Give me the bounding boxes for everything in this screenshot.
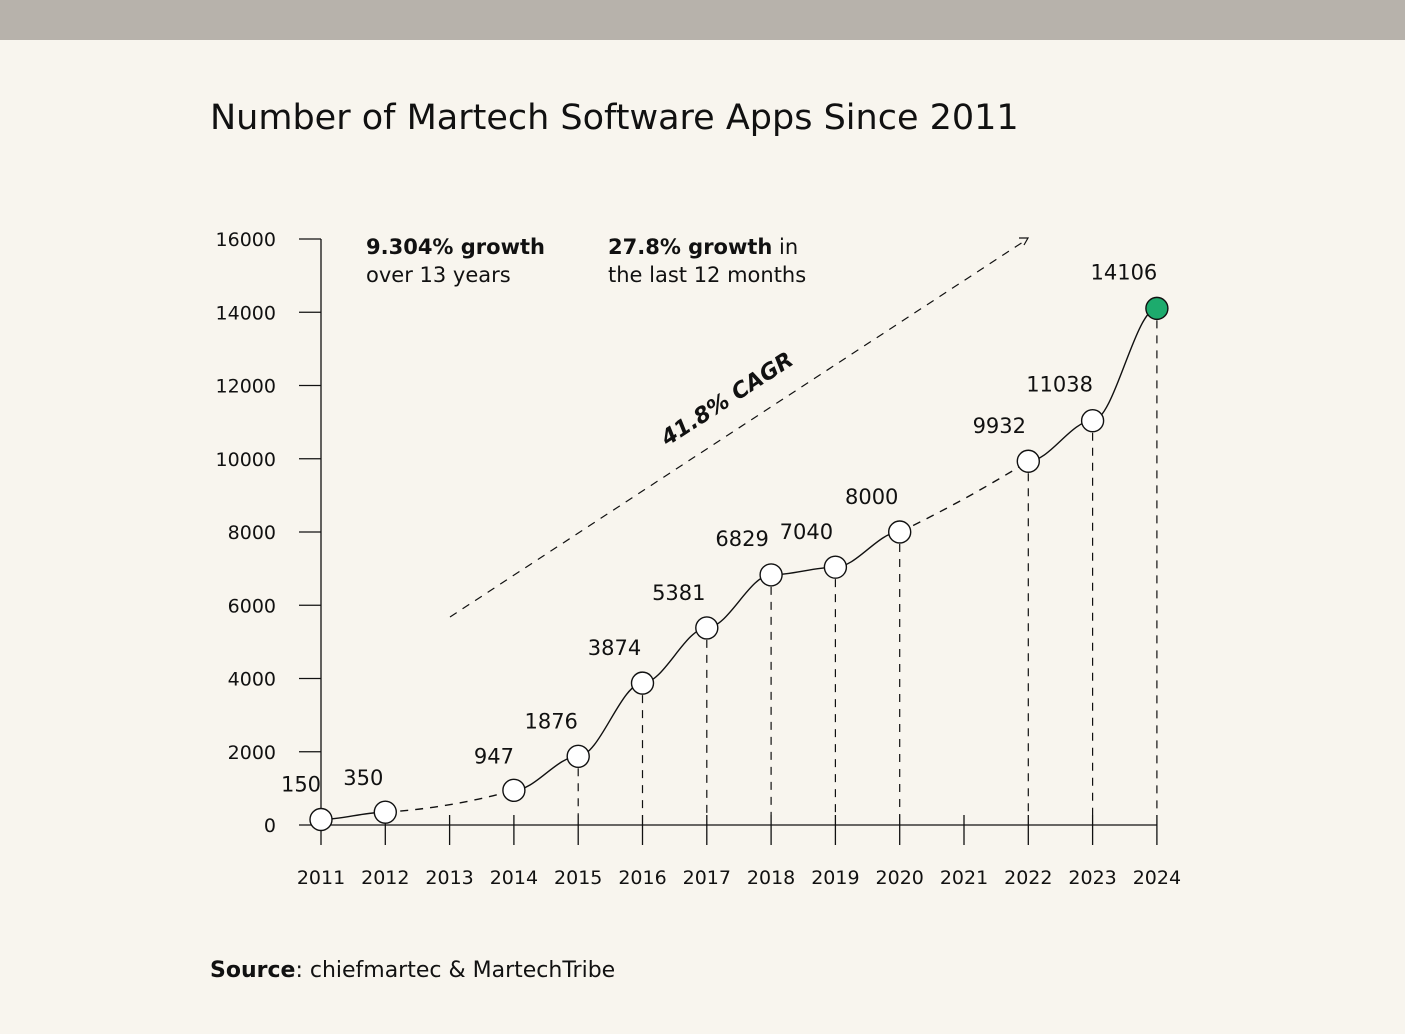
source-label: Source [210, 958, 296, 983]
x-tick-label: 2022 [1004, 867, 1052, 889]
cagr-arrow-head-icon [1019, 237, 1030, 246]
growth-note-12-months-bold: 27.8% growth [608, 235, 773, 259]
growth-note-12-months-text-1: in [772, 235, 799, 259]
y-tick-label: 6000 [228, 595, 276, 617]
x-tick-label: 2013 [425, 867, 473, 889]
x-tick-label: 2012 [361, 867, 409, 889]
data-label: 947 [474, 744, 514, 768]
data-label: 8000 [845, 485, 898, 509]
growth-note-13-years-bold: 9.304% growth [366, 235, 545, 259]
data-label: 14106 [1090, 260, 1157, 284]
y-tick-label: 8000 [228, 522, 276, 544]
data-label: 1876 [524, 709, 577, 733]
data-point [823, 555, 848, 579]
data-point [566, 744, 590, 768]
x-tick-label: 2017 [683, 867, 731, 889]
data-label: 6829 [715, 527, 768, 551]
data-points [309, 296, 1169, 832]
top-bar [0, 0, 1405, 40]
x-tick-label: 2023 [1068, 867, 1116, 889]
x-tick-label: 2015 [554, 867, 602, 889]
series-segment [1092, 307, 1158, 422]
series-gap-segment [899, 460, 1029, 533]
y-tick-label: 16000 [216, 229, 276, 251]
source-note: Source: chiefmartec & MartechTribe [210, 958, 615, 983]
data-point [309, 807, 333, 832]
series-gap-segment [385, 789, 515, 813]
growth-note-13-years-text: over 13 years [366, 263, 511, 287]
y-tick-label: 0 [264, 815, 276, 837]
series-segment [706, 574, 772, 629]
growth-note-13-years: 9.304% growth over 13 years [366, 233, 545, 289]
data-label: 5381 [652, 581, 705, 605]
y-tick-label: 4000 [228, 669, 276, 691]
x-tick-label: 2021 [940, 867, 988, 889]
data-label: 3874 [588, 636, 641, 660]
chart-title: Number of Martech Software Apps Since 20… [210, 98, 1019, 138]
cagr-trend: 41.8% CAGR [449, 237, 1030, 618]
y-tick-label: 14000 [216, 302, 276, 324]
cagr-trend-line [449, 239, 1027, 618]
data-point [695, 616, 719, 640]
x-tick-label: 2019 [811, 867, 859, 889]
data-point [1080, 409, 1105, 433]
y-tick-label: 10000 [216, 449, 276, 471]
chart-axes: 0 2000 4000 6000 8000 10000 12000 14000 16000 201… [216, 229, 1182, 889]
source-text: : chiefmartec & MartechTribe [295, 958, 616, 983]
data-label: 11038 [1026, 373, 1093, 397]
growth-note-12-months-text-2: the last 12 months [608, 263, 807, 287]
data-label: 150 [281, 773, 321, 797]
data-point-highlight [1145, 296, 1169, 321]
data-point [759, 563, 783, 587]
data-point [502, 778, 526, 803]
drop-lines [577, 320, 1158, 815]
data-point [1016, 449, 1041, 473]
y-tick-label: 12000 [216, 376, 276, 398]
y-tick-label: 2000 [228, 742, 276, 764]
series-segment [642, 627, 707, 684]
x-tick-label: 2016 [618, 867, 666, 889]
data-labels: 150 350 947 1876 3874 5381 6829 7040 8000 9932110… [281, 260, 1157, 796]
data-label: 350 [343, 766, 383, 790]
data-point [373, 800, 397, 824]
growth-note-12-months: 27.8% growth in the last 12 months [608, 233, 806, 289]
x-tick-label: 2024 [1133, 867, 1181, 889]
data-label: 9932 [973, 414, 1026, 438]
series-segment [578, 682, 643, 757]
data-point [630, 671, 655, 695]
x-tick-label: 2018 [747, 867, 795, 889]
data-point [888, 520, 912, 544]
x-tick-label: 2011 [297, 867, 345, 889]
data-label: 7040 [780, 520, 833, 544]
x-tick-label: 2020 [876, 867, 924, 889]
x-tick-label: 2014 [490, 867, 538, 889]
